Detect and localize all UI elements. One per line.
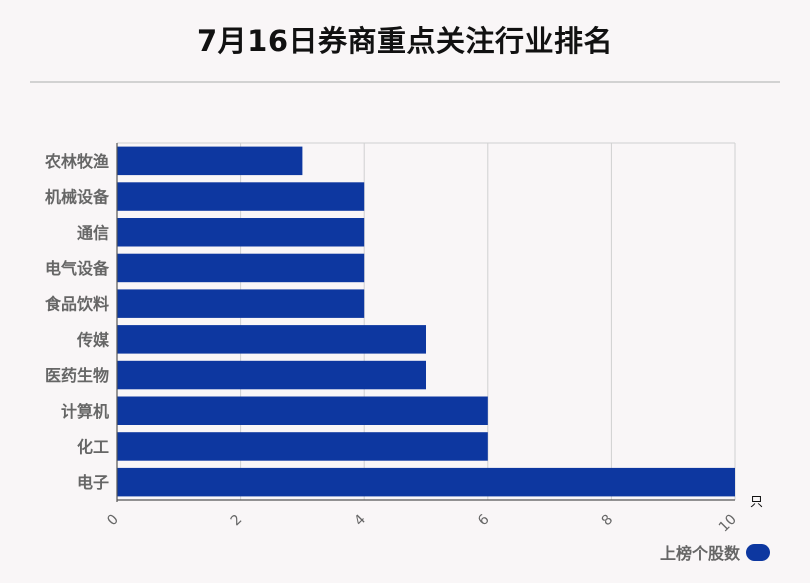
category-label: 电气设备 [45, 259, 110, 278]
legend-label: 上榜个股数 [659, 544, 740, 563]
chart-title: 7月16日券商重点关注行业排名 [196, 24, 614, 58]
x-tick-label: 4 [351, 511, 369, 529]
axes [116, 143, 735, 502]
category-label: 通信 [77, 223, 109, 242]
x-tick-label: 0 [104, 512, 122, 530]
category-label: 医药生物 [45, 366, 109, 385]
category-label: 电子 [77, 473, 109, 492]
legend-swatch [746, 543, 770, 561]
category-label: 农林牧渔 [44, 152, 109, 171]
bar[interactable] [117, 467, 735, 497]
category-label: 食品饮料 [44, 295, 109, 314]
bar[interactable] [117, 396, 488, 426]
x-unit-label: 只 [750, 495, 763, 510]
title-divider [30, 81, 780, 83]
x-tick-label: 8 [599, 512, 617, 530]
bar[interactable] [117, 432, 488, 461]
bar[interactable] [117, 289, 365, 318]
x-tick-label: 2 [228, 512, 246, 530]
category-label: 化工 [77, 437, 109, 456]
bar[interactable] [117, 360, 426, 390]
bar[interactable] [117, 182, 365, 211]
category-label: 计算机 [61, 402, 109, 421]
bar[interactable] [117, 218, 365, 247]
legend[interactable]: 上榜个股数 [660, 540, 770, 564]
bar[interactable] [117, 146, 303, 176]
bar[interactable] [117, 253, 365, 283]
x-tick-label: 6 [475, 511, 493, 529]
x-tick-label: 10 [716, 512, 740, 536]
bar[interactable] [117, 325, 426, 354]
category-label: 机械设备 [45, 188, 110, 207]
tick-labels: 0 2 4 6 8 10 [104, 511, 740, 535]
category-label: 传媒 [76, 330, 110, 349]
bar-series [117, 146, 735, 497]
